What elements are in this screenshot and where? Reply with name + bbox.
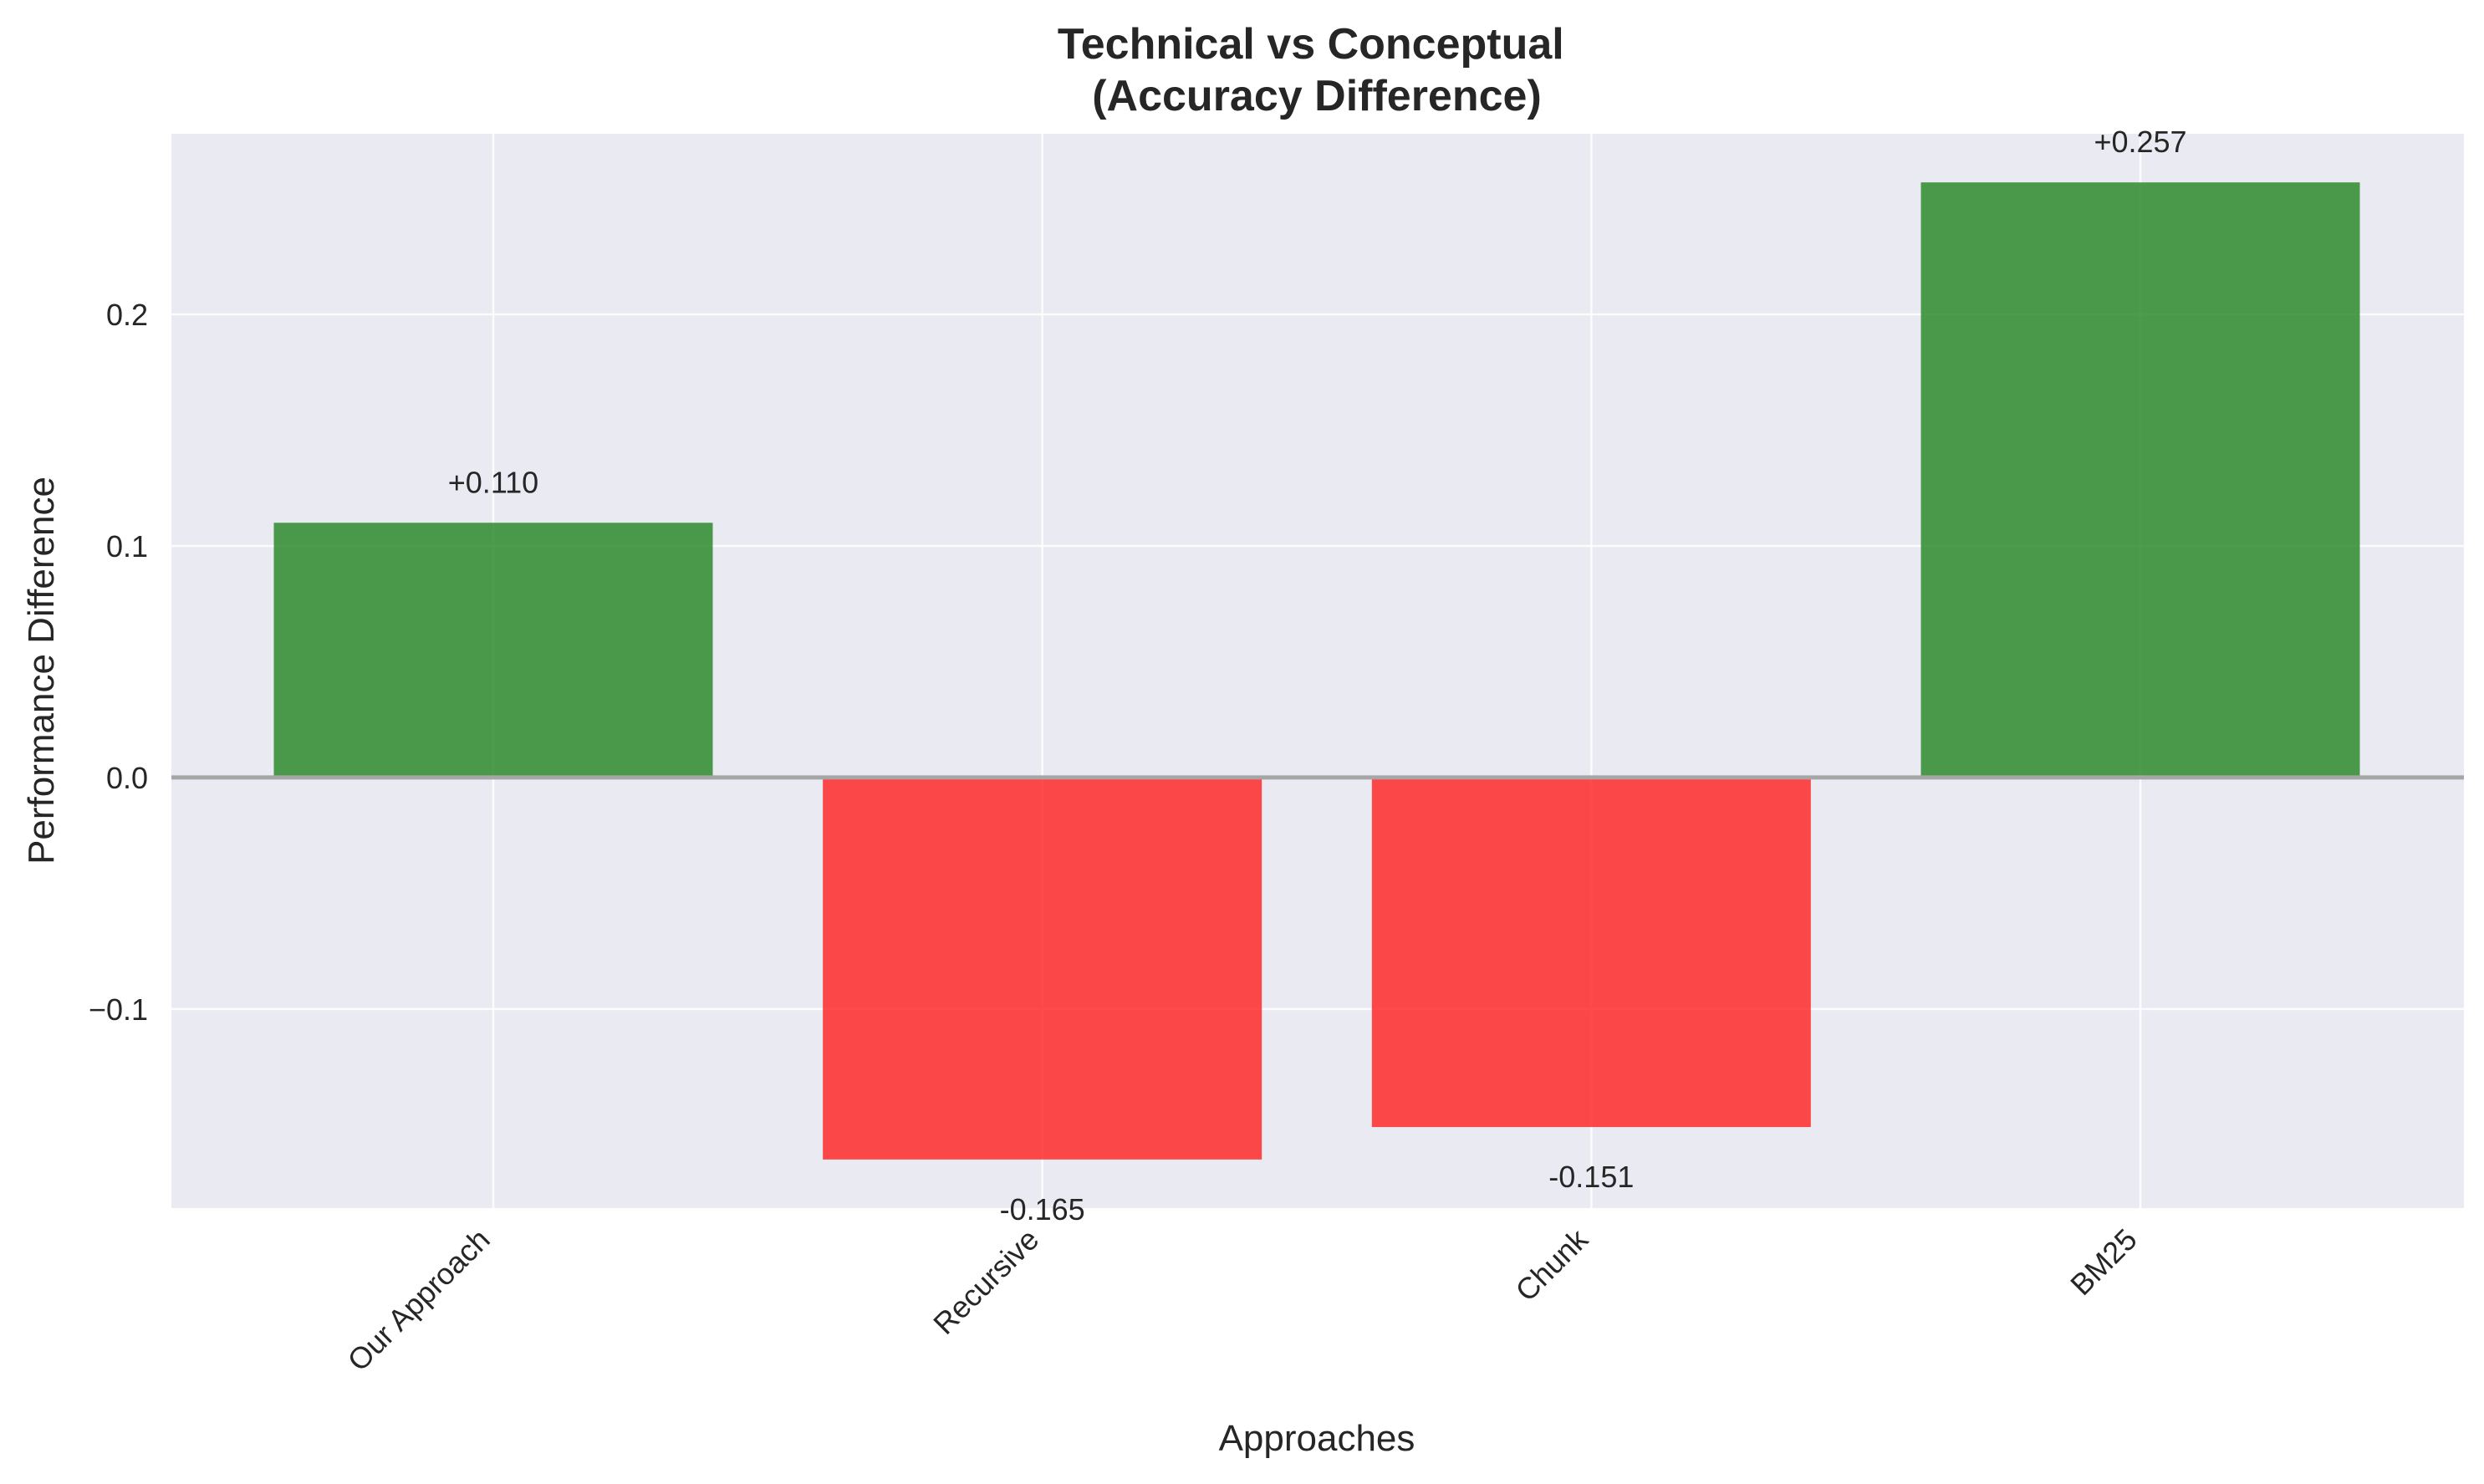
data-label-recursive: -0.165 (1000, 1192, 1085, 1226)
y-tick-label-3: 0.2 (106, 298, 148, 332)
bar-recursive (823, 777, 1262, 1160)
data-label-our-approach: +0.110 (448, 465, 538, 499)
y-tick-label-2: 0.1 (106, 529, 148, 564)
bar-bm25 (1920, 182, 2360, 778)
chart-title-line-2: (Accuracy Difference) (1092, 72, 1542, 120)
y-tick-label-0: −0.1 (89, 992, 148, 1027)
x-axis-label: Approaches (1219, 1418, 1415, 1459)
chart-title-line-1: Technical vs Conceptual (1058, 20, 1564, 69)
bar-chunk (1371, 777, 1811, 1128)
data-label-bm25: +0.257 (2094, 125, 2186, 159)
y-axis-ticks: −0.1 0.0 0.1 0.2 (89, 298, 148, 1027)
data-label-chunk: -0.151 (1548, 1160, 1634, 1194)
chart-title: Technical vs Conceptual (Accuracy Differ… (1058, 20, 1576, 120)
data-labels: +0.110 -0.165 -0.151 +0.257 (448, 125, 2187, 1226)
x-axis-ticks: Our Approach Recursive Chunk BM25 (341, 1221, 2144, 1378)
y-tick-label-1: 0.0 (106, 761, 148, 795)
x-tick-label-recursive: Recursive (926, 1222, 1045, 1341)
x-tick-label-our-approach: Our Approach (341, 1222, 497, 1378)
bar-our-approach (273, 523, 713, 778)
x-tick-label-bm25: BM25 (2063, 1222, 2143, 1302)
bars (273, 182, 2360, 1160)
y-axis-label: Performance Difference (21, 477, 62, 864)
x-tick-label-chunk: Chunk (1508, 1221, 1594, 1308)
